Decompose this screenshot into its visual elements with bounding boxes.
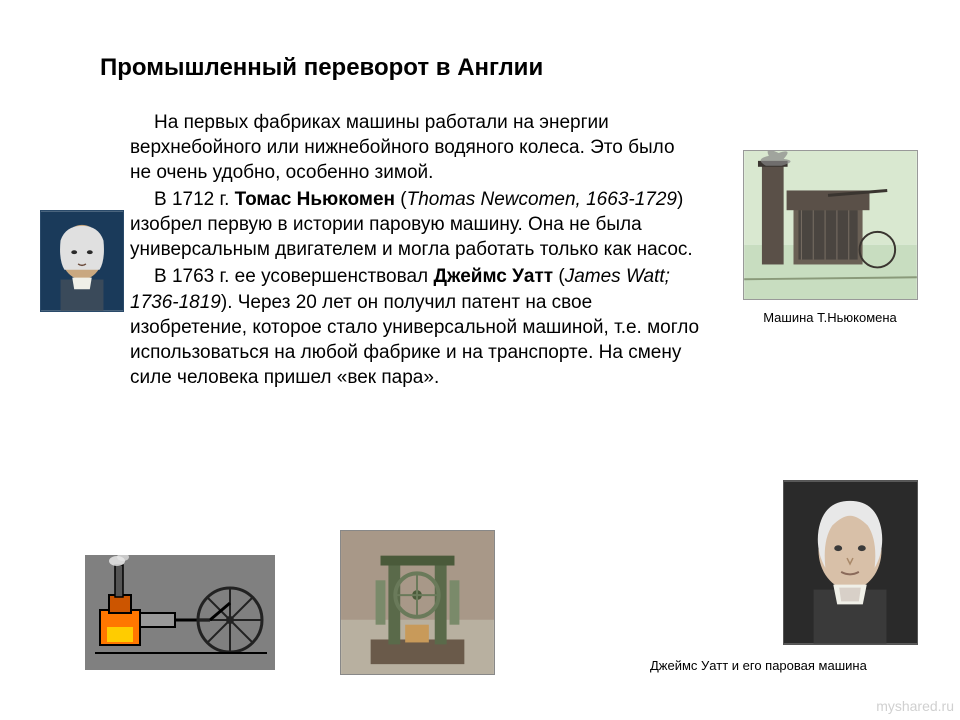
steam-engine-photo <box>340 530 495 675</box>
portrait-newcomen-image <box>40 210 124 312</box>
caption-watt: Джеймс Уатт и его паровая машина <box>650 658 950 673</box>
page-title: Промышленный переворот в Англии <box>100 54 543 82</box>
newcomen-machine-image <box>743 150 918 300</box>
paragraph-3: В 1763 г. ее усовершенствовал Джеймс Уат… <box>130 264 700 389</box>
text: В 1712 г. <box>154 189 235 210</box>
watermark: myshared.ru <box>876 698 954 714</box>
caption-newcomen: Машина Т.Ньюкомена <box>740 310 920 325</box>
steam-engine-diagram <box>85 555 275 670</box>
body-text: На первых фабриках машины работали на эн… <box>130 110 700 392</box>
paragraph-1: На первых фабриках машины работали на эн… <box>130 110 700 185</box>
name-newcomen: Томас Ньюкомен <box>235 189 395 210</box>
text: ( <box>553 266 565 287</box>
text: В 1763 г. ее усовершенствовал <box>154 266 433 287</box>
text: ( <box>395 189 407 210</box>
paragraph-2: В 1712 г. Томас Ньюкомен (Thomas Newcome… <box>130 187 700 262</box>
name-watt: Джеймс Уатт <box>433 266 553 287</box>
text: На первых фабриках машины работали на эн… <box>130 112 675 183</box>
name-newcomen-latin: Thomas Newcomen, 1663-1729 <box>407 189 677 210</box>
portrait-watt-image <box>783 480 918 645</box>
